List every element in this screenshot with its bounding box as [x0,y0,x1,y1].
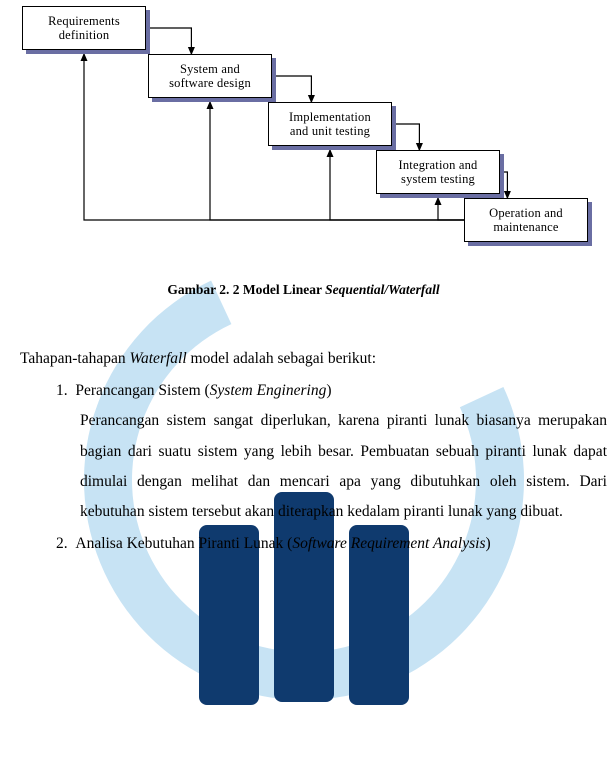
waterfall-diagram: RequirementsdefinitionSystem andsoftware… [0,0,607,260]
list-item: 2. Analisa Kebutuhan Piranti Lunak (Soft… [56,529,607,559]
figure-caption: Gambar 2. 2 Model Linear Sequential/Wate… [0,282,607,298]
flow-box-n5: Operation andmaintenance [464,198,588,242]
intro-line: Tahapan-tahapan Waterfall model adalah s… [20,344,607,374]
flow-box-n3: Implementationand unit testing [268,102,392,146]
caption-prefix: Gambar 2. 2 Model Linear [167,282,325,297]
list-item-body: Perancangan sistem sangat diperlukan, ka… [56,406,607,527]
caption-italic: Sequential/Waterfall [325,282,440,297]
flow-box-n4: Integration andsystem testing [376,150,500,194]
flow-box-n1: Requirementsdefinition [22,6,146,50]
body-text: Tahapan-tahapan Waterfall model adalah s… [20,344,607,560]
list-item: 1. Perancangan Sistem (System Enginering… [56,376,607,527]
flow-box-n2: System andsoftware design [148,54,272,98]
